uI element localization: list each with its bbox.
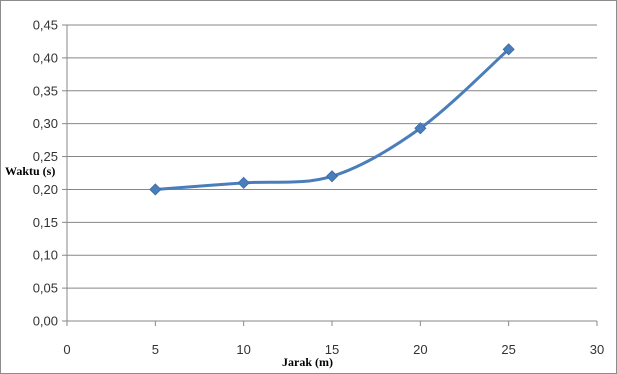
data-point (149, 183, 162, 196)
data-point (237, 176, 250, 189)
y-tick-label: 0,40 (33, 50, 58, 65)
y-tick-label: 0,00 (33, 314, 58, 329)
y-tick-label: 0,30 (33, 116, 58, 131)
y-tick-label: 0,25 (33, 149, 58, 164)
x-axis-ticks: 0 5 10 15 20 25 30 (63, 321, 604, 357)
y-axis-title: Waktu (s) (5, 164, 55, 178)
data-point (325, 170, 339, 183)
y-tick-label: 0,15 (33, 215, 58, 230)
x-tick-label: 5 (152, 342, 159, 357)
y-tick-label: 0,05 (33, 281, 58, 296)
x-tick-label: 0 (63, 342, 70, 357)
x-tick-label: 25 (501, 342, 515, 357)
series-line (153, 47, 511, 191)
x-tick-label: 20 (413, 342, 427, 357)
x-axis-title: Jarak (m) (282, 355, 333, 369)
y-tick-label: 0,10 (33, 248, 58, 263)
x-tick-label: 10 (236, 342, 250, 357)
data-point (414, 122, 427, 135)
y-tick-label: 0,35 (33, 83, 58, 98)
data-point (502, 43, 515, 56)
x-tick-label: 15 (325, 342, 339, 357)
y-tick-label: 0,45 (33, 18, 58, 33)
series-layer (149, 43, 515, 196)
y-tick-label: 0,20 (33, 182, 58, 197)
x-tick-label: 30 (590, 342, 604, 357)
y-axis-ticks: 0,00 0,05 0,10 0,15 0,20 0,25 0,30 0,35 0,40 0,45 (33, 18, 67, 329)
